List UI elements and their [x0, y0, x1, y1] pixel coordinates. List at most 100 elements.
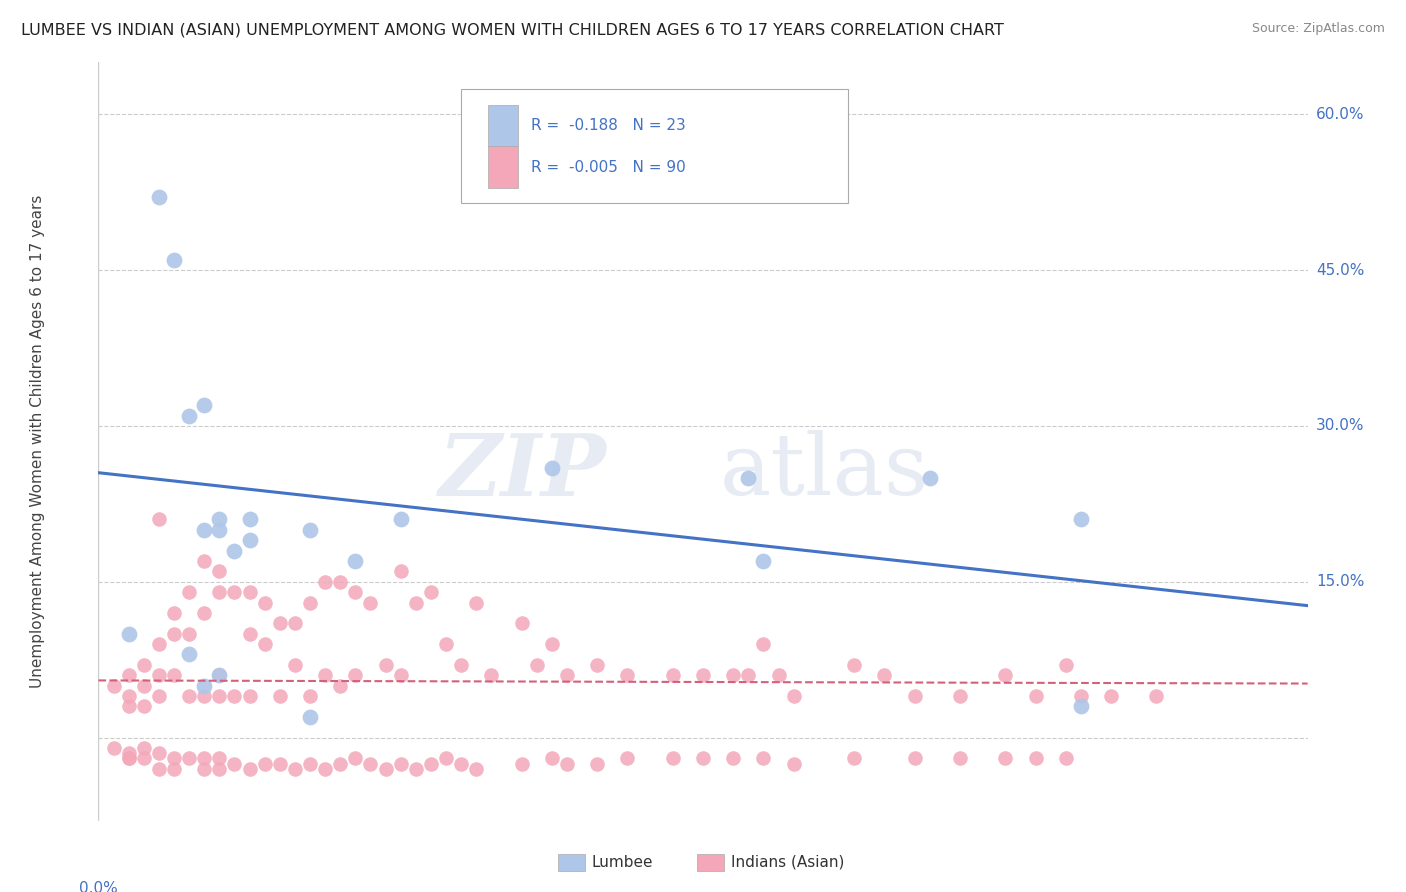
Point [1070, 699, 1092, 714]
Point [616, 751, 638, 765]
Point [148, 637, 170, 651]
Text: 45.0%: 45.0% [1316, 262, 1364, 277]
Point [239, 689, 262, 703]
Bar [488, 104, 517, 146]
Point [132, 740, 155, 755]
Point [374, 762, 396, 776]
Point [555, 668, 578, 682]
Point [163, 252, 186, 267]
Point [737, 668, 759, 682]
Bar [558, 854, 585, 871]
Point [239, 512, 262, 526]
Point [253, 637, 276, 651]
Point [103, 679, 125, 693]
Point [389, 565, 412, 579]
Point [148, 668, 170, 682]
Point [224, 585, 246, 599]
Point [179, 751, 201, 765]
Point [555, 756, 578, 771]
Point [420, 756, 443, 771]
Point [208, 751, 231, 765]
Point [434, 751, 457, 765]
Point [208, 668, 231, 682]
Text: 30.0%: 30.0% [1316, 418, 1364, 434]
Point [783, 689, 806, 703]
Point [904, 689, 927, 703]
Point [193, 689, 215, 703]
Point [179, 648, 201, 662]
Point [661, 751, 683, 765]
Point [163, 668, 186, 682]
Point [723, 751, 745, 765]
Bar [697, 854, 724, 871]
Point [692, 668, 714, 682]
Point [768, 668, 790, 682]
Point [132, 751, 155, 765]
Text: R =  -0.005   N = 90: R = -0.005 N = 90 [531, 160, 686, 175]
Point [193, 523, 215, 537]
Point [269, 689, 291, 703]
Text: Source: ZipAtlas.com: Source: ZipAtlas.com [1251, 22, 1385, 36]
Point [148, 512, 170, 526]
Point [465, 762, 488, 776]
Point [329, 756, 352, 771]
Text: R =  -0.188   N = 23: R = -0.188 N = 23 [531, 118, 686, 133]
Point [344, 554, 367, 568]
Point [179, 409, 201, 423]
Point [269, 756, 291, 771]
Point [239, 762, 262, 776]
Point [389, 512, 412, 526]
Point [208, 585, 231, 599]
Point [103, 740, 125, 755]
Point [193, 751, 215, 765]
Point [132, 679, 155, 693]
Point [994, 751, 1017, 765]
Point [783, 756, 806, 771]
Point [284, 762, 307, 776]
Point [344, 668, 367, 682]
Point [224, 756, 246, 771]
Point [132, 699, 155, 714]
Point [844, 751, 866, 765]
Point [692, 751, 714, 765]
Point [329, 679, 352, 693]
Point [450, 657, 472, 672]
Point [163, 606, 186, 620]
Point [253, 595, 276, 609]
Point [314, 762, 336, 776]
Point [526, 657, 548, 672]
Point [239, 626, 262, 640]
Point [148, 190, 170, 204]
Point [752, 637, 775, 651]
Point [1070, 689, 1092, 703]
Point [752, 554, 775, 568]
Point [344, 585, 367, 599]
Point [163, 751, 186, 765]
Point [193, 679, 215, 693]
Point [193, 554, 215, 568]
Point [208, 523, 231, 537]
Point [904, 751, 927, 765]
Point [118, 626, 141, 640]
Point [1054, 657, 1077, 672]
Text: 60.0%: 60.0% [1316, 107, 1364, 122]
Point [314, 668, 336, 682]
Point [193, 398, 215, 412]
Point [873, 668, 896, 682]
Point [586, 756, 609, 771]
Point [949, 751, 972, 765]
Bar [488, 146, 517, 188]
Point [179, 626, 201, 640]
Text: Unemployment Among Women with Children Ages 6 to 17 years: Unemployment Among Women with Children A… [31, 194, 45, 689]
Point [329, 574, 352, 589]
Point [586, 657, 609, 672]
Point [510, 616, 533, 631]
Point [253, 756, 276, 771]
Point [239, 585, 262, 599]
Point [224, 689, 246, 703]
Point [1024, 689, 1046, 703]
Point [148, 689, 170, 703]
Point [360, 756, 382, 771]
Point [118, 699, 141, 714]
Point [723, 668, 745, 682]
